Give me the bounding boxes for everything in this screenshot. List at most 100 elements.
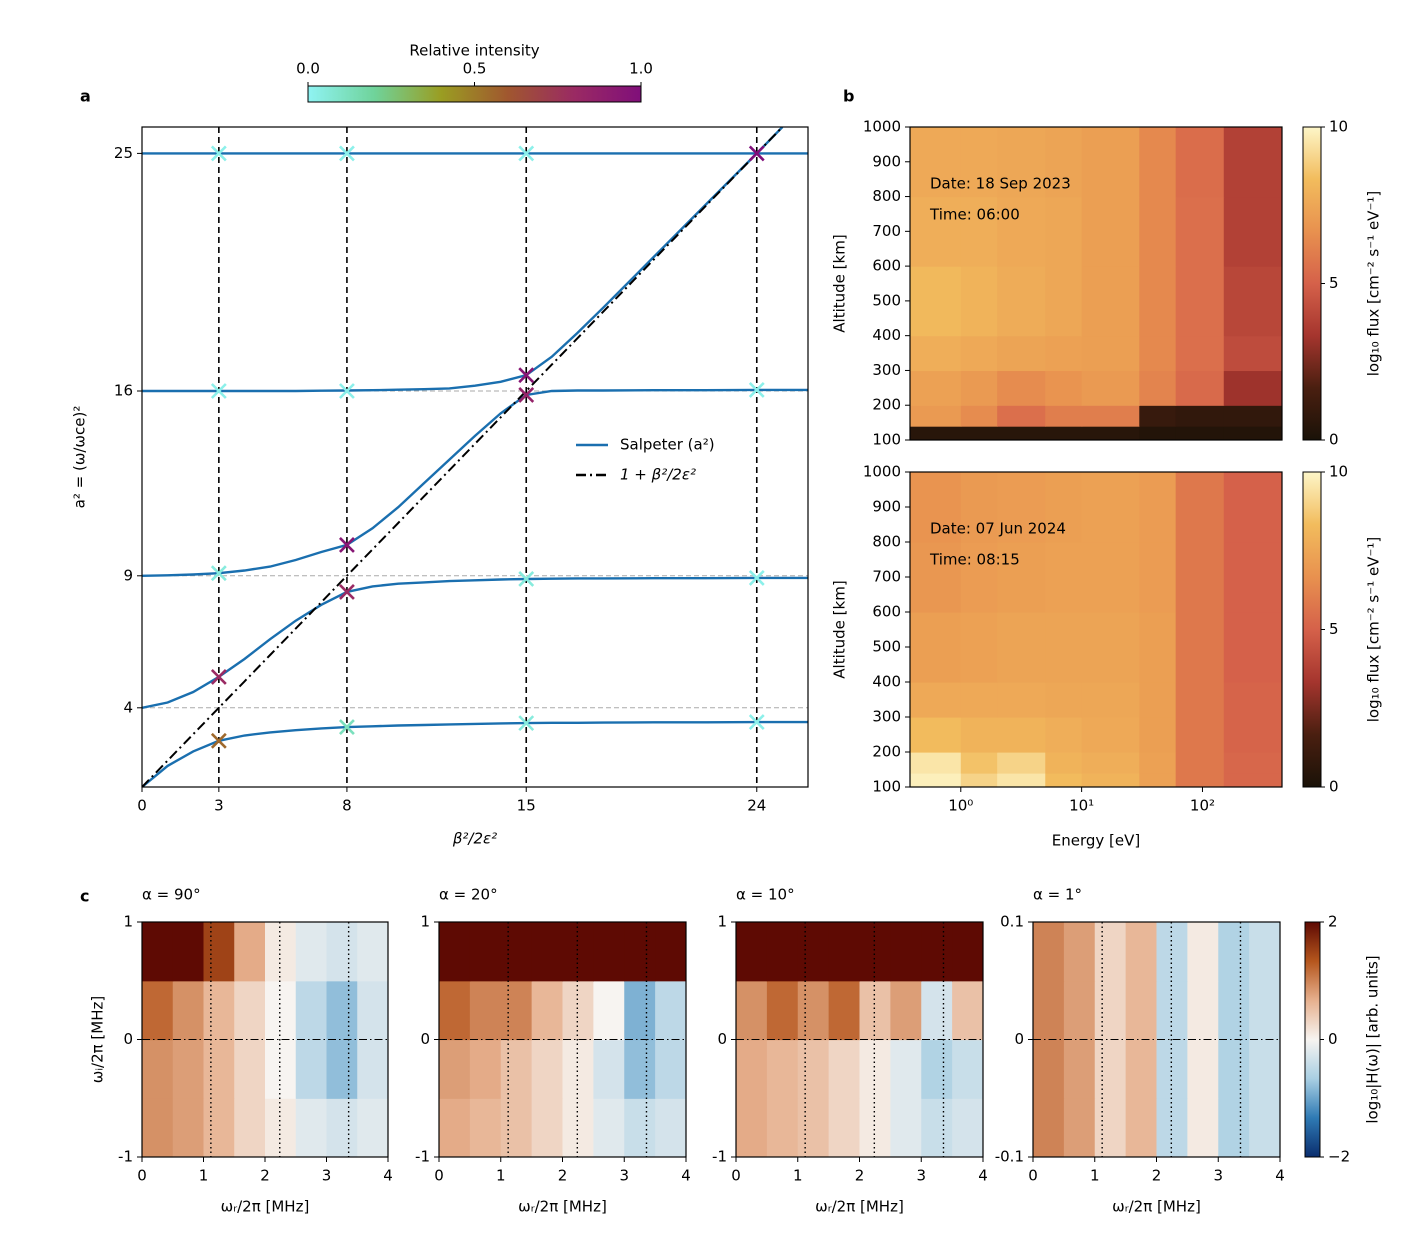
marker-stroke bbox=[518, 387, 535, 403]
heat-cell bbox=[326, 1098, 358, 1157]
y-tick-label: 700 bbox=[872, 568, 901, 586]
heat-cell bbox=[828, 980, 861, 1041]
plot-frame bbox=[909, 126, 1283, 441]
heat-cell bbox=[910, 335, 962, 372]
x-tick-label: 4 bbox=[383, 1167, 393, 1185]
marker-stroke bbox=[339, 145, 355, 162]
heat-cell bbox=[295, 1039, 328, 1099]
marker-stroke bbox=[748, 382, 765, 398]
heat-cell bbox=[1156, 1098, 1188, 1157]
heat-cell bbox=[234, 922, 266, 982]
chart-title: α = 20° bbox=[439, 886, 498, 904]
colorbar bbox=[1304, 921, 1321, 1158]
heat-cell bbox=[1223, 717, 1282, 753]
heat-cell bbox=[997, 127, 1046, 198]
colorbar-tick-label: −2 bbox=[1328, 1148, 1350, 1166]
heat-cell bbox=[910, 472, 962, 543]
marker bbox=[339, 383, 355, 399]
heat-cell bbox=[1139, 717, 1177, 753]
x-tick-label: 10² bbox=[1190, 797, 1215, 815]
heat-cell bbox=[593, 980, 625, 1041]
heat-cell bbox=[1187, 1098, 1219, 1157]
heat-cell bbox=[921, 1098, 953, 1157]
heat-cell bbox=[997, 717, 1046, 753]
heat-cell bbox=[997, 682, 1046, 718]
x-tick-label: 0 bbox=[137, 1167, 147, 1185]
heat-cell bbox=[1081, 426, 1140, 440]
heat-cell bbox=[624, 922, 656, 982]
heat-cell bbox=[960, 405, 998, 427]
heat-cell bbox=[828, 1039, 861, 1099]
heat-cell bbox=[531, 1098, 564, 1157]
colorbar-tick-label: 1.0 bbox=[629, 60, 653, 78]
heat-cell bbox=[1249, 1098, 1280, 1157]
heat-cell bbox=[1033, 1098, 1065, 1157]
y-tick-label: 900 bbox=[872, 152, 901, 170]
colorbar bbox=[307, 85, 642, 103]
colorbar bbox=[1302, 126, 1322, 441]
heat-cell bbox=[960, 127, 998, 198]
marker-stroke bbox=[339, 719, 355, 735]
heat-cell bbox=[997, 370, 1046, 406]
x-tick-label: 10¹ bbox=[1069, 797, 1094, 815]
plot-area bbox=[736, 922, 983, 1157]
heat-cell bbox=[1223, 405, 1282, 427]
y-tick-label: 700 bbox=[872, 222, 901, 240]
heat-cell bbox=[1175, 370, 1225, 406]
heat-cell bbox=[952, 922, 983, 982]
y-tick-label: 900 bbox=[872, 498, 901, 516]
series-line bbox=[142, 127, 784, 393]
heat-cell bbox=[562, 980, 594, 1041]
marker bbox=[748, 382, 765, 398]
x-axis-label: ωᵣ/2π [MHz] bbox=[815, 1198, 904, 1216]
heat-cell bbox=[960, 612, 998, 683]
heat-cell bbox=[142, 980, 174, 1041]
y-tick-label: 600 bbox=[872, 603, 901, 621]
colorbar-tick-label: 0 bbox=[1328, 1030, 1338, 1048]
heat-cell bbox=[1139, 542, 1177, 613]
heat-cell bbox=[295, 922, 328, 982]
x-tick-label: 1 bbox=[793, 1167, 803, 1185]
heat-cell bbox=[766, 1098, 799, 1157]
marker-stroke bbox=[339, 583, 355, 600]
heat-cell bbox=[1175, 266, 1225, 337]
heat-cell bbox=[997, 405, 1046, 427]
y-tick-label: 0 bbox=[123, 1030, 133, 1048]
heat-cell bbox=[736, 980, 768, 1041]
heat-cell bbox=[890, 922, 922, 982]
heat-cell bbox=[1063, 1098, 1096, 1157]
colorbar-tick-label: 0 bbox=[1329, 778, 1339, 796]
heat-cell bbox=[1218, 980, 1250, 1041]
y-tick-label: 0 bbox=[717, 1030, 727, 1048]
x-tick-label: 4 bbox=[681, 1167, 691, 1185]
heat-cell bbox=[1156, 1039, 1188, 1099]
heat-cell bbox=[1081, 682, 1140, 718]
series-line bbox=[142, 720, 808, 787]
y-tick-label: 25 bbox=[114, 144, 133, 162]
heat-cell bbox=[952, 980, 983, 1041]
panel-label: c bbox=[80, 887, 89, 906]
heat-cell bbox=[1094, 1098, 1127, 1157]
heat-cell bbox=[1045, 266, 1083, 337]
heat-cell bbox=[828, 922, 861, 982]
y-tick-label: 1 bbox=[420, 913, 430, 931]
x-tick-label: 2 bbox=[855, 1167, 865, 1185]
heat-cell bbox=[593, 1098, 625, 1157]
marker-stroke bbox=[339, 536, 355, 553]
y-tick-label: 200 bbox=[872, 743, 901, 761]
heat-cell bbox=[736, 1039, 768, 1099]
heat-cell bbox=[736, 1098, 768, 1157]
y-tick-label: -0.1 bbox=[995, 1148, 1024, 1166]
y-tick-label: -1 bbox=[118, 1148, 133, 1166]
marker bbox=[748, 569, 765, 586]
heat-cell bbox=[1139, 196, 1177, 267]
annotation: Date: 18 Sep 2023 bbox=[930, 175, 1071, 193]
y-tick-label: 100 bbox=[872, 778, 901, 796]
heat-cell bbox=[500, 1039, 533, 1099]
colorbar-tick-label: 0 bbox=[1329, 431, 1339, 449]
heat-cell bbox=[1139, 335, 1177, 372]
y-tick-label: 500 bbox=[872, 638, 901, 656]
heat-cell bbox=[1223, 752, 1282, 774]
marker bbox=[748, 714, 765, 730]
heat-cell bbox=[1175, 542, 1225, 613]
